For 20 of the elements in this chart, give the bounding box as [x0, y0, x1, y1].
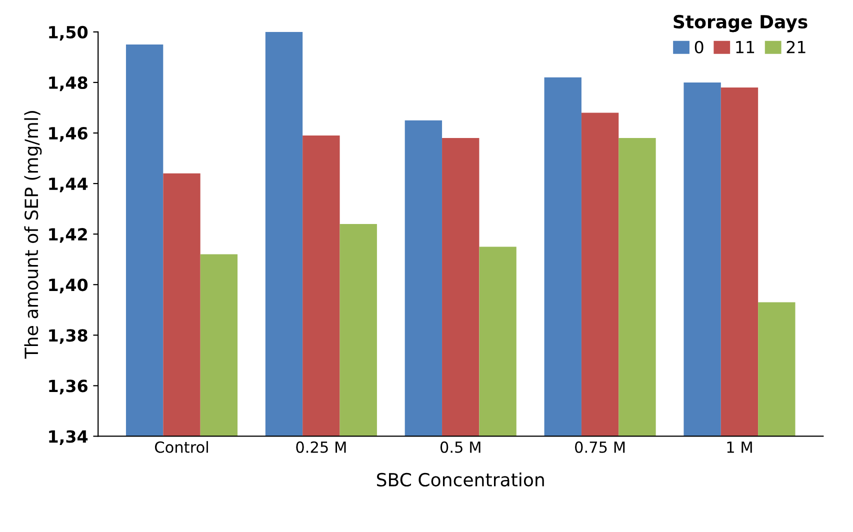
y-tick-label: 1,48 [49, 76, 88, 92]
x-tick-label: 0.25 M [296, 441, 346, 453]
x-tick-label: 0.75 M [575, 441, 625, 453]
y-tick-label: 1,34 [49, 430, 88, 445]
y-tick-label: 1,50 [49, 26, 88, 41]
y-tick-label: 1,46 [49, 126, 88, 142]
legend-title: Storage Days [674, 14, 808, 32]
legend-label: 21 [786, 40, 806, 54]
y-axis-title: The amount of SEP (mg/ml) [24, 111, 42, 359]
x-tick-label: Control [155, 441, 208, 453]
legend-label: 0 [694, 40, 704, 54]
y-tick-label: 1,44 [49, 178, 88, 192]
y-tick-label: 1,36 [49, 380, 88, 394]
x-axis-title: SBC Concentration [377, 472, 544, 487]
legend-label: 11 [736, 41, 754, 54]
y-tick-label: 1,38 [49, 329, 88, 344]
x-tick-label: 1 M [727, 442, 752, 453]
y-tick-label: 1,40 [49, 278, 88, 294]
x-tick-label: 0.5 M [440, 441, 480, 453]
y-tick-label: 1,42 [49, 228, 87, 243]
